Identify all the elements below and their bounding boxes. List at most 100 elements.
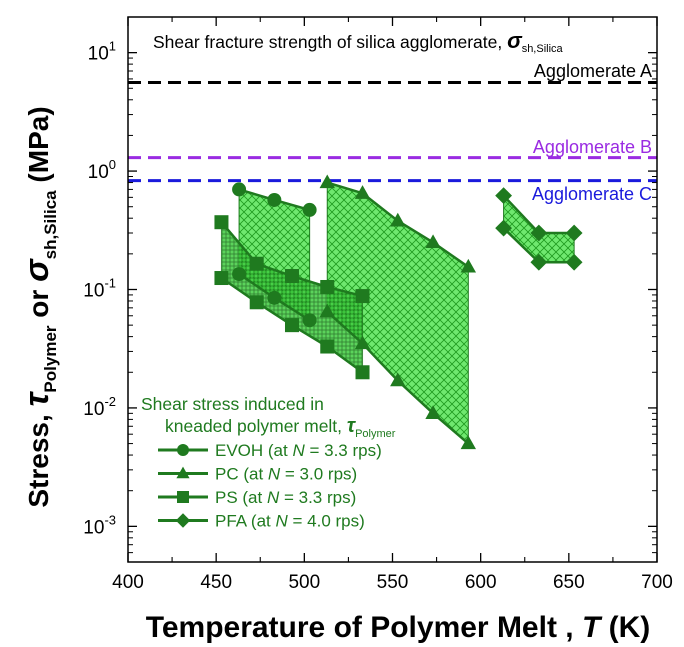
silica-header-text: Shear fracture strength of silica agglom…: [153, 32, 507, 52]
legend-label: PFA (at N = 4.0 rps): [215, 512, 365, 531]
x-axis-title-main: Temperature of Polymer Melt ,: [146, 611, 582, 644]
point-evoh-upper: [302, 202, 317, 217]
legend-title-text: kneaded polymer melt,: [165, 416, 347, 436]
x-tick-label: 450: [200, 572, 232, 593]
y-axis-title-tau-sub: Polymer: [41, 325, 60, 392]
silica-header-sub: sh,Silica: [522, 43, 564, 55]
point-pfa-upper: [565, 224, 583, 242]
legend-title-symbol: τ: [347, 415, 357, 437]
point-ps-upper: [355, 289, 370, 304]
y-tick-label: 10-3: [83, 512, 116, 538]
y-axis-title: Stress, τPolymer or σsh,Silica (MPa): [18, 106, 60, 507]
point-pc-lower: [425, 405, 441, 419]
point-pc-lower: [460, 435, 477, 450]
point-pc-upper: [319, 174, 335, 189]
point-pc-upper: [390, 212, 406, 227]
legend-label-var: N: [275, 512, 288, 531]
y-axis-title-unit: (MPa): [23, 106, 54, 190]
legend-label-var: N: [292, 441, 305, 460]
x-tick-label: 600: [465, 572, 497, 593]
y-tick-label: 101: [88, 39, 116, 65]
point-evoh-lower: [267, 290, 282, 305]
y-tick-label: 100: [88, 157, 116, 183]
y-axis-title-tau: τ: [18, 390, 56, 406]
legend-label-pre: PFA (at: [215, 512, 275, 531]
point-pc-upper: [354, 185, 371, 199]
point-evoh-upper: [267, 192, 282, 207]
legend-title-line2: kneaded polymer melt, τPolymer: [165, 415, 396, 440]
legend-title-line1: Shear stress induced in: [141, 394, 324, 414]
point-pfa-lower: [530, 253, 548, 271]
legend-label: PC (at N = 3.0 rps): [215, 465, 357, 484]
reference-lines: [128, 80, 657, 183]
legend-marker-ps: [177, 491, 189, 503]
legend-label-var: N: [268, 465, 281, 484]
series-markers: [214, 174, 583, 450]
legend-marker-pfa: [175, 513, 191, 528]
point-pc-lower: [390, 372, 406, 387]
point-ps-upper: [249, 256, 264, 271]
legend-marker-pc: [176, 466, 190, 479]
point-evoh-lower: [302, 313, 317, 328]
ref-label-a: Agglomerate A: [534, 61, 652, 81]
legend-label-var: N: [267, 488, 280, 507]
y-tick-exponent: 0: [109, 157, 116, 172]
x-tick-label: 650: [553, 572, 585, 593]
y-tick-exponent: -2: [104, 394, 116, 409]
point-ps-lower: [214, 271, 229, 286]
point-pfa-upper: [530, 224, 548, 242]
y-axis-title-or: or: [23, 282, 54, 326]
point-pfa-upper: [495, 187, 512, 205]
y-tick-base: 10: [83, 281, 104, 302]
point-ps-lower: [355, 365, 370, 380]
x-axis-title: Temperature of Polymer Melt , T (K): [146, 611, 651, 644]
y-tick-label: 10-1: [83, 276, 116, 302]
legend: Shear stress induced in kneaded polymer …: [141, 394, 396, 531]
ref-label-b: Agglomerate B: [533, 137, 652, 157]
legend-label: EVOH (at N = 3.3 rps): [215, 441, 382, 460]
y-tick-exponent: 1: [109, 39, 116, 54]
y-axis-title-sigma-sub: sh,Silica: [41, 190, 60, 260]
y-tick-base: 10: [83, 399, 104, 420]
point-ps-upper: [214, 215, 229, 230]
x-tick-label: 550: [377, 572, 409, 593]
legend-label-post: = 3.3 rps): [305, 441, 382, 460]
point-ps-lower: [249, 295, 264, 310]
point-pc-lower: [354, 335, 371, 350]
legend-marker-evoh: [177, 444, 189, 456]
point-evoh-lower: [232, 267, 247, 282]
x-axis-title-unit: (K): [600, 611, 650, 644]
legend-title-sub: Polymer: [355, 428, 396, 440]
legend-entries: EVOH (at N = 3.3 rps) PC (at N = 3.0 rps)…: [158, 441, 382, 531]
legend-label-pre: PC (at: [215, 465, 268, 484]
legend-label-pre: PS (at: [215, 488, 267, 507]
x-tick-label: 400: [112, 572, 144, 593]
y-axis-title-sigma: σ: [18, 258, 56, 282]
y-tick-base: 10: [88, 44, 109, 65]
legend-label-post: = 3.0 rps): [280, 465, 357, 484]
legend-label-post: = 4.0 rps): [288, 512, 365, 531]
x-tick-label: 700: [641, 572, 673, 593]
silica-header-symbol: σ: [507, 28, 523, 53]
point-ps-lower: [284, 318, 299, 333]
y-tick-exponent: -1: [104, 276, 116, 291]
point-evoh-upper: [232, 182, 247, 197]
point-pc-upper: [425, 234, 441, 248]
y-tick-base: 10: [83, 517, 104, 538]
y-axis-title-a: Stress,: [23, 406, 54, 507]
point-ps-lower: [320, 339, 335, 354]
y-tick-base: 10: [88, 162, 109, 183]
legend-label-post: = 3.3 rps): [279, 488, 356, 507]
x-axis-title-var: T: [582, 611, 603, 644]
x-tick-label: 500: [288, 572, 320, 593]
point-pc-lower: [319, 303, 335, 318]
silica-header: Shear fracture strength of silica agglom…: [153, 28, 564, 55]
point-ps-upper: [284, 269, 299, 284]
point-pc-upper: [460, 258, 477, 273]
y-tick-label: 10-2: [83, 394, 116, 420]
ref-label-c: Agglomerate C: [532, 184, 652, 204]
point-pfa-lower: [495, 219, 512, 237]
point-pfa-lower: [565, 253, 583, 271]
